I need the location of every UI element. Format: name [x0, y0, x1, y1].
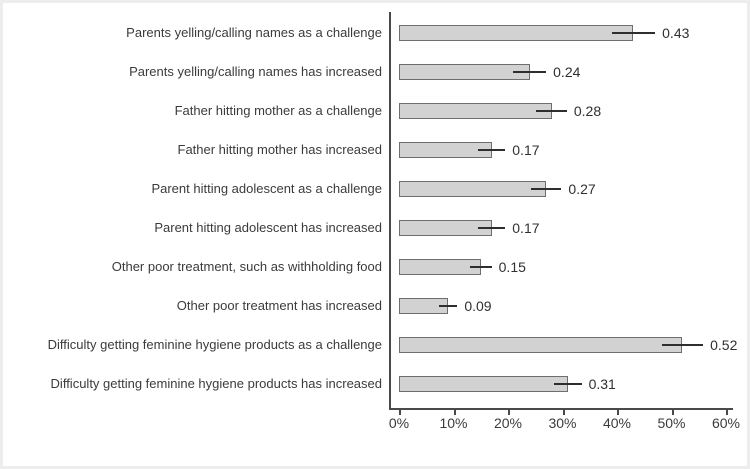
category-label: Difficulty getting feminine hygiene prod…	[50, 376, 382, 391]
category-label: Father hitting mother as a challenge	[174, 103, 382, 118]
error-bar	[611, 32, 656, 34]
bar	[399, 181, 547, 197]
bar	[399, 64, 530, 80]
value-label: 0.52	[710, 337, 738, 353]
bar	[399, 337, 683, 353]
category-label: Parents yelling/calling names as a chall…	[126, 25, 382, 40]
category-label: Father hitting mother has increased	[177, 142, 383, 157]
value-label: 0.09	[464, 298, 492, 314]
x-axis-tick-label: 40%	[602, 415, 632, 431]
bar	[399, 376, 568, 392]
bar	[399, 259, 481, 275]
category-label: Parent hitting adolescent as a challenge	[151, 181, 382, 196]
bar	[399, 103, 552, 119]
error-bar	[536, 110, 567, 112]
x-axis-tick	[671, 410, 674, 415]
x-axis-tick	[617, 410, 619, 415]
value-label: 0.24	[553, 64, 581, 80]
value-label: 0.43	[662, 25, 690, 41]
y-axis-line	[389, 12, 391, 408]
x-axis-tick	[726, 410, 728, 415]
category-label: Other poor treatment has increased	[176, 298, 382, 313]
error-bar	[530, 188, 562, 190]
error-bar	[513, 71, 547, 73]
x-axis-tick-label: 30%	[548, 415, 577, 431]
error-bar	[661, 344, 704, 346]
x-axis-tick-label: 50%	[657, 415, 686, 431]
x-axis-tick	[399, 410, 401, 415]
value-label: 0.17	[512, 142, 540, 158]
error-bar	[438, 305, 458, 307]
category-label: Parents yelling/calling names has increa…	[129, 64, 382, 79]
value-label: 0.31	[588, 376, 616, 392]
category-label: Difficulty getting feminine hygiene prod…	[47, 337, 382, 352]
category-label: Parent hitting adolescent has increased	[154, 220, 382, 235]
value-label: 0.17	[512, 220, 540, 236]
error-bar	[478, 227, 506, 229]
x-axis-tick	[508, 410, 510, 415]
bar	[399, 25, 634, 41]
value-label: 0.15	[498, 259, 526, 275]
x-axis-tick-label: 60%	[711, 415, 741, 431]
value-label: 0.28	[573, 103, 602, 119]
x-axis-tick-label: 0%	[388, 415, 410, 431]
error-bar	[554, 383, 582, 385]
x-axis-tick	[562, 410, 565, 415]
x-axis-line	[389, 408, 733, 410]
x-axis-tick-label: 20%	[493, 415, 523, 431]
error-bar	[469, 266, 492, 268]
category-label: Other poor treatment, such as withholdin…	[111, 259, 382, 274]
value-label: 0.27	[568, 181, 596, 197]
x-axis-tick	[453, 410, 456, 415]
x-axis-tick-label: 10%	[439, 415, 468, 431]
error-bar	[478, 149, 506, 151]
